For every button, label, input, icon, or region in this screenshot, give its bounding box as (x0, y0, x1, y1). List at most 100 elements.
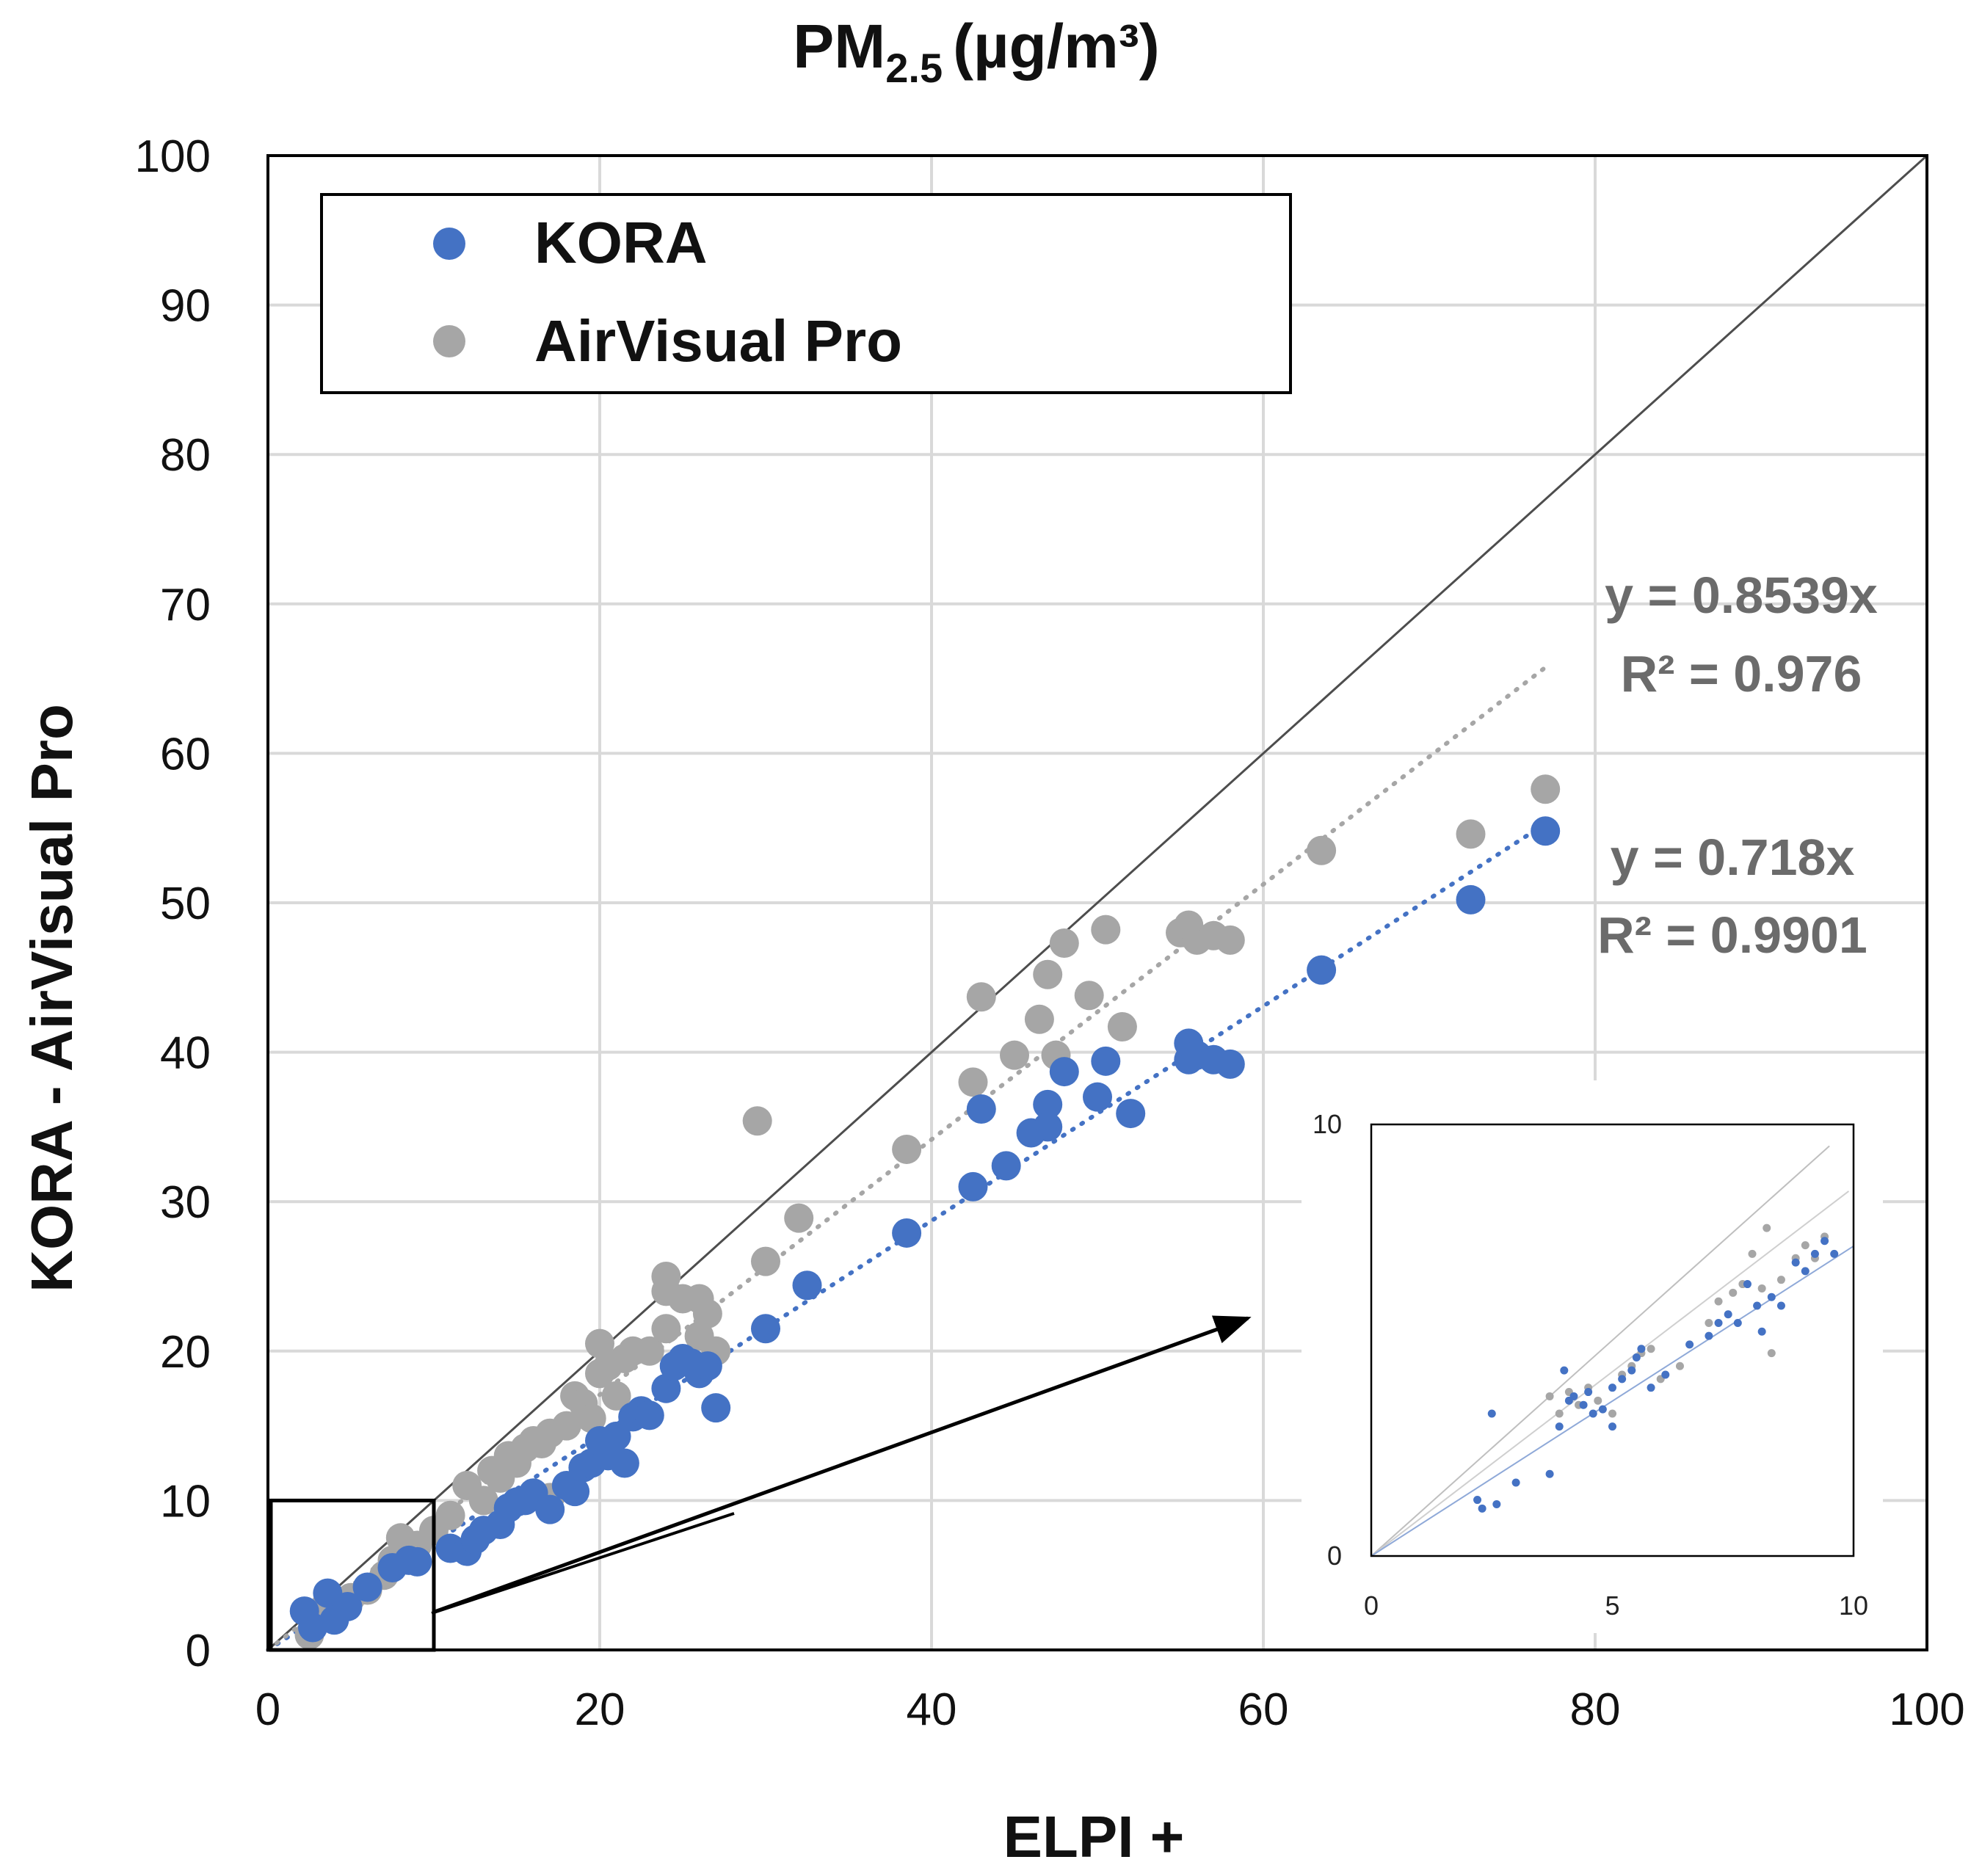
inset-kora-point (1821, 1237, 1829, 1246)
airvisual-point (1107, 1011, 1137, 1041)
x-tick-label: 20 (575, 1684, 625, 1735)
inset-kora-point (1545, 1469, 1554, 1478)
chart-title-units: (µg/m³) (953, 12, 1160, 81)
y-tick-label: 0 (186, 1626, 211, 1676)
chart-title: PM2.5 (µg/m³) (793, 12, 1160, 91)
inset-kora-point (1791, 1258, 1800, 1267)
kora-point (333, 1591, 363, 1621)
inset-kora-point (1767, 1293, 1776, 1301)
airvisual-point (784, 1203, 814, 1233)
airvisual-point (1307, 835, 1337, 865)
y-tick-label: 60 (160, 729, 211, 779)
inset-airvisual-point (1748, 1249, 1757, 1258)
kora-point (751, 1314, 780, 1344)
inset-kora-point (1579, 1400, 1588, 1409)
plot-frame (266, 154, 1928, 1651)
inset-kora-point (1801, 1267, 1809, 1276)
chart-title-main: PM (793, 12, 885, 81)
legend: KORA AirVisual Pro (320, 193, 1292, 394)
inset-kora-point (1478, 1504, 1486, 1513)
kora-point (892, 1218, 922, 1248)
y-tick-label: 50 (160, 879, 211, 929)
airvisual-r-squared: R² = 0.976 (1621, 645, 1862, 702)
inset-kora-point (1685, 1340, 1694, 1349)
airvisual-point (576, 1403, 606, 1433)
airvisual-point (435, 1500, 465, 1530)
inset-airvisual-point (1675, 1361, 1684, 1370)
legend-marker-kora (433, 228, 465, 260)
inset-airvisual-point (1776, 1276, 1785, 1284)
airvisual-point (585, 1328, 614, 1359)
y-tick-label: 90 (160, 281, 211, 332)
chart-title-subscript: 2.5 (885, 45, 943, 91)
inset-airvisual-point (1757, 1284, 1766, 1293)
inset-kora-point (1776, 1301, 1785, 1310)
kora-point (1116, 1099, 1146, 1129)
kora-point (1307, 955, 1337, 985)
kora-point (1531, 816, 1561, 846)
inset-kora-point (1598, 1405, 1607, 1414)
inset-airvisual-point (1647, 1345, 1655, 1353)
legend-label-airvisual-pro: AirVisual Pro (534, 308, 902, 374)
inset-kora-point (1608, 1422, 1616, 1431)
inset-kora-points (1473, 1237, 1839, 1513)
inset-kora-point (1714, 1318, 1723, 1327)
inset-kora-point (1487, 1409, 1496, 1418)
airvisual-point (1091, 915, 1121, 945)
inset-kora-point (1560, 1366, 1569, 1375)
legend-box (320, 193, 1292, 394)
inset-kora-point (1555, 1422, 1564, 1431)
y-tick-label: 20 (160, 1327, 211, 1378)
inset-kora-point (1743, 1280, 1752, 1289)
kora-point (601, 1421, 631, 1451)
inset-airvisual-point (1714, 1297, 1723, 1306)
inset-kora-point (1473, 1496, 1482, 1505)
inset-airvisual-trendline (1371, 1190, 1850, 1557)
y-tick-label: 100 (135, 131, 211, 182)
kora-point (1033, 1089, 1063, 1119)
airvisual-point (601, 1381, 631, 1411)
one-to-one-reference-line (266, 154, 1928, 1651)
y-tick-label: 80 (160, 430, 211, 481)
inset-airvisual-point (1801, 1241, 1809, 1250)
airvisual-point (966, 982, 996, 1012)
y-axis-title: KORA - AirVisual Pro (19, 704, 84, 1293)
y-tick-label: 70 (160, 580, 211, 630)
inset-kora-point (1492, 1499, 1501, 1508)
inset-kora-point (1627, 1366, 1636, 1375)
y-tick-label: 30 (160, 1177, 211, 1228)
inset-airvisual-point (1767, 1349, 1776, 1358)
kora-point (692, 1351, 722, 1381)
inset-kora-point (1733, 1318, 1742, 1327)
zoom-inset: 0 5 10 0 10 (1302, 1080, 1883, 1633)
inset-airvisual-point (1555, 1409, 1564, 1418)
kora-point (958, 1171, 988, 1201)
legend-marker-airvisual-pro (433, 325, 465, 357)
inset-kora-point (1511, 1478, 1520, 1487)
kora-point (1091, 1046, 1121, 1076)
x-tick-label: 40 (907, 1684, 957, 1735)
inset-kora-point (1569, 1392, 1578, 1400)
inset-airvisual-point (1763, 1224, 1771, 1232)
airvisual-point (468, 1486, 498, 1516)
kora-points (289, 816, 1561, 1643)
inset-x-tick-label: 0 (1364, 1590, 1379, 1621)
x-tick-label: 100 (1889, 1684, 1964, 1735)
inset-y-tick-label: 10 (1313, 1109, 1342, 1139)
airvisual-point (651, 1262, 681, 1291)
kora-point (634, 1400, 664, 1430)
inset-kora-point (1810, 1249, 1819, 1258)
inset-frame (1370, 1123, 1855, 1557)
airvisual-point (1456, 819, 1486, 849)
kora-point (792, 1270, 822, 1301)
kora-equation: y = 0.718x (1611, 829, 1855, 886)
inset-x-tick-label: 5 (1605, 1590, 1619, 1621)
zoom-region-box (269, 1498, 436, 1652)
inset-kora-point (1584, 1388, 1593, 1397)
kora-point (1456, 884, 1486, 915)
inset-kora-point (1647, 1384, 1655, 1392)
inset-kora-point (1618, 1375, 1627, 1384)
airvisual-point (1000, 1040, 1029, 1070)
